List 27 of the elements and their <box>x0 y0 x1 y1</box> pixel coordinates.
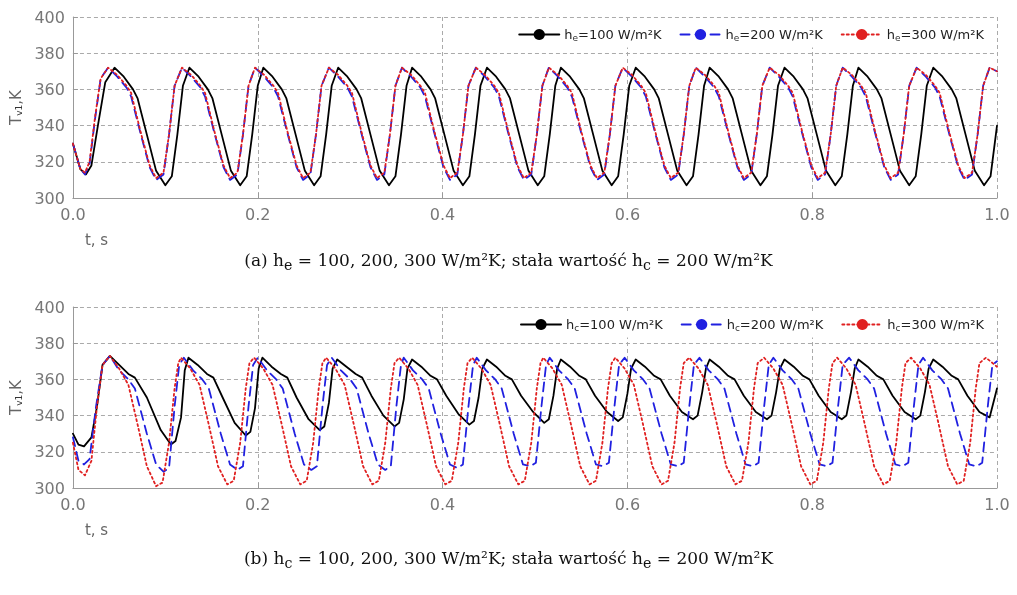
x-tick-label: 0.6 <box>614 494 641 514</box>
x-axis-title: t, s <box>84 520 109 539</box>
x-tick-label: 0.8 <box>799 494 825 514</box>
y-tick-label: 340 <box>34 116 65 136</box>
x-tick-label: 0.4 <box>429 494 456 514</box>
x-axis-title: t, s <box>84 230 109 249</box>
line-series <box>72 354 998 448</box>
y-tick-label: 380 <box>34 333 65 353</box>
y-tick-label: 360 <box>34 79 65 99</box>
y-tick-label: 360 <box>34 369 65 389</box>
y-tick-label: 340 <box>34 406 65 426</box>
text: (a) h$_{e}$ = 100, 200, 300 W/m²K; stała wartość h$_{c}$ = 200 W/m²K <box>243 250 774 274</box>
x-tick-label: 1.0 <box>984 494 1010 514</box>
y-tick-label: 320 <box>34 442 65 462</box>
text: (b) h$_{c}$ = 100, 200, 300 W/m²K; stała wartość h$_{e}$ = 200 W/m²K <box>242 548 775 572</box>
x-tick-label: 0.4 <box>429 204 456 224</box>
y-axis-title: Tv1,K <box>6 88 25 126</box>
x-tick-label: 0.2 <box>245 494 271 514</box>
y-tick-label: 400 <box>34 7 65 27</box>
y-tick-label: 400 <box>34 297 65 317</box>
x-tick-label: 0.2 <box>245 204 271 224</box>
x-tick-label: 1.0 <box>984 204 1010 224</box>
y-tick-label: 320 <box>34 152 65 172</box>
x-tick-label: 0.6 <box>614 204 641 224</box>
y-tick-label: 380 <box>34 43 65 63</box>
y-axis-title: Tv1,K <box>6 378 25 416</box>
x-tick-label: 0.8 <box>799 204 825 224</box>
